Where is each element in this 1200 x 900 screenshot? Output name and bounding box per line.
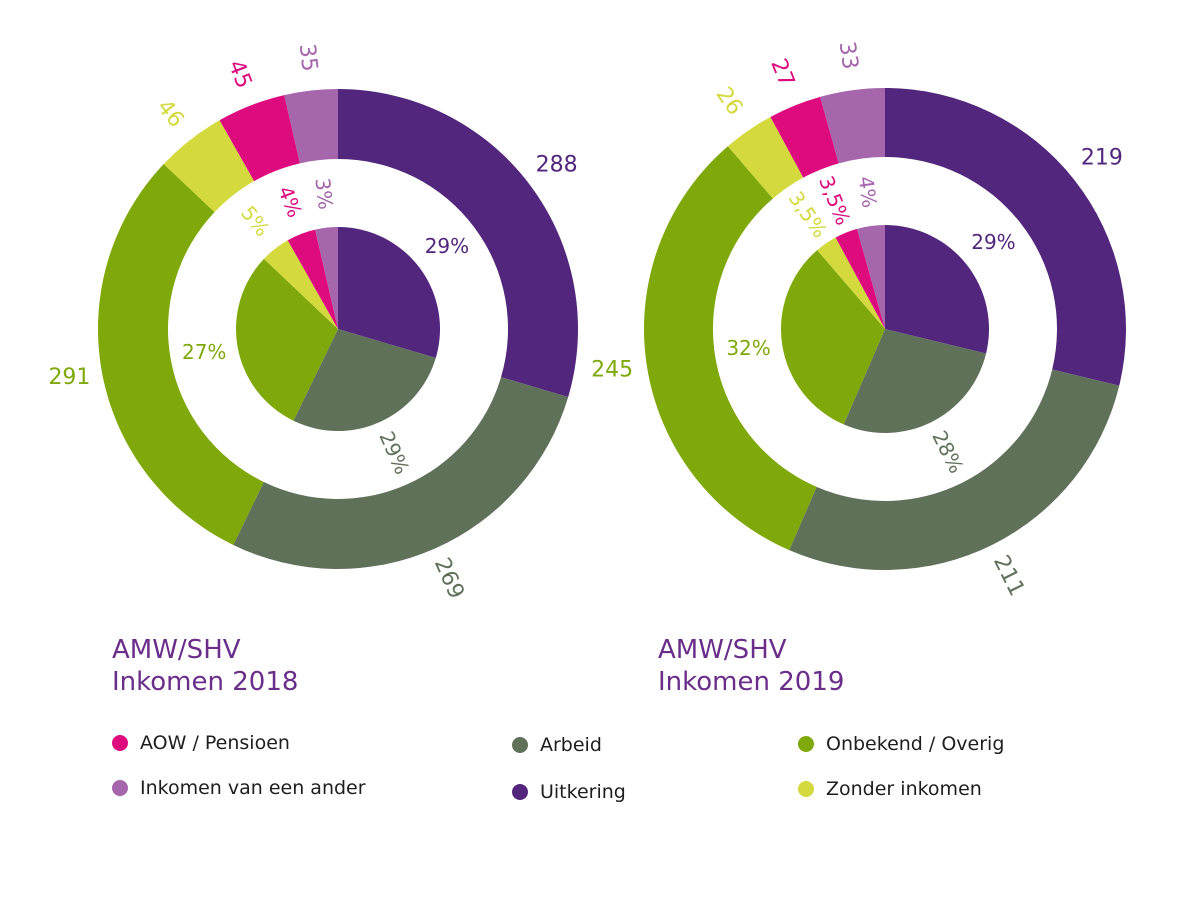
pie-slice-uitkering <box>885 225 990 354</box>
ring-segment-inkomen-van-een-ander <box>820 88 885 164</box>
pie-slice-uitkering <box>338 227 441 358</box>
ring-segment-onbekend-overig <box>644 146 817 551</box>
value-label-onbekend-overig: 291 <box>48 365 90 390</box>
value-label-inkomen-van-een-ander: 35 <box>294 42 322 73</box>
percent-label-onbekend-overig: 27% <box>182 340 226 364</box>
value-label-onbekend-overig: 245 <box>591 357 633 382</box>
chart-title-2018-line1: AMW/SHV <box>112 635 241 665</box>
donut-chart-2018: 288 29% 269 29% 291 27% 46 5% 45 4% 35 3% <box>48 42 579 603</box>
percent-label-uitkering: 29% <box>971 230 1015 254</box>
percent-label-arbeid: 29% <box>374 428 414 478</box>
pie-slice-inkomen-van-een-ander <box>315 227 338 329</box>
value-label-arbeid: 211 <box>988 551 1029 600</box>
percent-label-zonder-inkomen: 5% <box>236 201 274 241</box>
ring-segment-onbekend-overig <box>98 164 264 545</box>
ring-segment-uitkering <box>338 89 579 397</box>
value-label-aow-pensioen: 45 <box>223 57 256 92</box>
ring-segment-zonder-inkomen <box>727 116 804 199</box>
ring-segment-aow-pensioen <box>770 96 839 178</box>
value-label-zonder-inkomen: 46 <box>152 95 189 132</box>
ring-segment-aow-pensioen <box>219 95 300 182</box>
value-label-arbeid: 269 <box>429 554 469 603</box>
percent-label-inkomen-van-een-ander: 3% <box>310 177 337 211</box>
percent-label-inkomen-van-een-ander: 4% <box>854 175 882 210</box>
value-label-aow-pensioen: 27 <box>765 55 799 90</box>
value-label-inkomen-van-een-ander: 33 <box>834 40 863 71</box>
value-label-uitkering: 219 <box>1081 145 1123 170</box>
chart-title-2019: AMW/SHV Inkomen 2019 <box>658 634 844 698</box>
pie-slice-arbeid <box>843 329 987 433</box>
chart-title-2019-line1: AMW/SHV <box>658 635 787 665</box>
value-label-uitkering: 288 <box>536 153 578 178</box>
ring-segment-uitkering <box>885 88 1126 386</box>
pie-slice-aow-pensioen <box>287 229 338 329</box>
pie-slice-onbekend-overig <box>781 250 885 425</box>
chart-title-2018-line2: Inkomen 2018 <box>112 667 299 697</box>
ring-segment-arbeid <box>233 377 569 569</box>
ring-segment-zonder-inkomen <box>163 120 255 213</box>
percent-label-aow-pensioen: 4% <box>273 183 307 221</box>
percent-label-arbeid: 28% <box>927 427 968 477</box>
pie-slice-zonder-inkomen <box>263 240 338 329</box>
pie-slice-arbeid <box>293 329 436 432</box>
ring-segment-arbeid <box>789 369 1120 571</box>
percent-label-uitkering: 29% <box>425 234 469 258</box>
value-label-zonder-inkomen: 26 <box>711 83 747 120</box>
ring-segment-inkomen-van-een-ander <box>284 89 338 164</box>
pie-slice-inkomen-van-een-ander <box>857 225 885 329</box>
chart-title-2019-line2: Inkomen 2019 <box>658 667 845 697</box>
chart-title-2018: AMW/SHV Inkomen 2018 <box>112 634 298 698</box>
pie-slice-onbekend-overig <box>235 258 338 421</box>
percent-label-onbekend-overig: 32% <box>726 336 770 360</box>
pie-slice-zonder-inkomen <box>817 237 885 329</box>
pie-slice-aow-pensioen <box>835 228 885 329</box>
